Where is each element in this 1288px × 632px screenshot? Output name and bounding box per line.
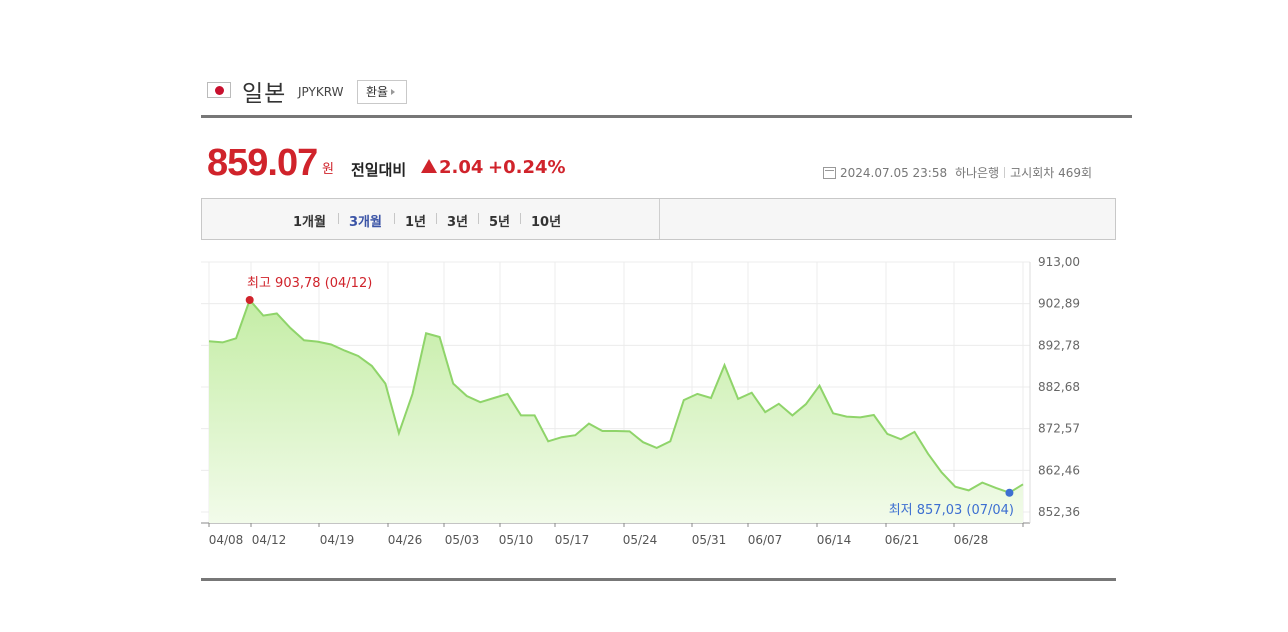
price-unit: 원 bbox=[322, 162, 334, 177]
max-value: 903,78 bbox=[271, 276, 325, 291]
exchange-rate-button-label: 환율 bbox=[366, 85, 389, 99]
x-tick-label: 05/03 bbox=[445, 533, 480, 547]
x-tick-label: 06/28 bbox=[954, 533, 989, 547]
tab-1month[interactable]: 1개월 bbox=[293, 215, 326, 230]
min-value: 857,03 bbox=[913, 503, 967, 518]
x-tick-label: 04/19 bbox=[320, 533, 355, 547]
min-annotation: 최저 857,03 (07/04) bbox=[889, 503, 1014, 518]
max-annotation: 최고 903,78 (04/12) bbox=[247, 276, 372, 291]
x-tick-label: 06/21 bbox=[885, 533, 920, 547]
price-change-value: 2.04 bbox=[439, 157, 484, 178]
x-tick-label: 05/24 bbox=[623, 533, 658, 547]
x-tick-label: 06/14 bbox=[817, 533, 852, 547]
max-date: (04/12) bbox=[325, 276, 373, 291]
min-point-marker bbox=[1005, 488, 1014, 497]
max-label: 최고 bbox=[247, 276, 271, 291]
y-tick-label: 862,46 bbox=[1038, 463, 1080, 477]
y-tick-label: 892,78 bbox=[1038, 338, 1080, 352]
price-change-percent: +0.24% bbox=[488, 157, 566, 178]
calendar-icon bbox=[823, 167, 836, 179]
current-price: 859.07 bbox=[207, 142, 318, 184]
y-tick-label: 913,00 bbox=[1038, 255, 1080, 269]
y-tick-label: 872,57 bbox=[1038, 422, 1080, 436]
chevron-right-icon bbox=[391, 89, 396, 95]
y-tick-label: 882,68 bbox=[1038, 380, 1080, 394]
price-line bbox=[208, 298, 1024, 494]
notice-count: 고시회차 469회 bbox=[1010, 166, 1093, 180]
tab-3year[interactable]: 3년 bbox=[447, 215, 469, 230]
quote-datetime: 2024.07.05 23:58 bbox=[840, 166, 948, 180]
compare-label: 전일대비 bbox=[351, 161, 407, 179]
x-tick-label: 05/10 bbox=[499, 533, 534, 547]
tab-1year[interactable]: 1년 bbox=[405, 215, 427, 230]
x-tick-label: 05/17 bbox=[555, 533, 590, 547]
x-tick-label: 04/08 bbox=[209, 533, 244, 547]
tab-10year[interactable]: 10년 bbox=[531, 215, 562, 230]
max-point-marker bbox=[245, 296, 254, 305]
header-divider bbox=[201, 115, 1132, 118]
period-tabs: 1개월 3개월 1년 3년 5년 10년 bbox=[201, 198, 1116, 240]
country-name: 일본 bbox=[242, 81, 287, 107]
currency-code: JPYKRW bbox=[298, 85, 344, 99]
exchange-rate-button[interactable]: 환율 bbox=[357, 80, 407, 104]
x-tick-label: 06/07 bbox=[748, 533, 783, 547]
y-tick-label: 852,36 bbox=[1038, 505, 1080, 519]
japan-flag-icon bbox=[207, 82, 231, 98]
y-tick-label: 902,89 bbox=[1038, 297, 1080, 311]
min-label: 최저 bbox=[889, 503, 913, 518]
up-triangle-icon bbox=[421, 159, 437, 173]
quote-meta: 2024.07.05 23:58 하나은행 고시회차 469회 bbox=[823, 164, 1092, 181]
price-area bbox=[209, 300, 1023, 523]
bank-name: 하나은행 bbox=[954, 166, 1000, 180]
x-tick-label: 04/26 bbox=[388, 533, 423, 547]
min-date: (07/04) bbox=[966, 503, 1014, 518]
tab-5year[interactable]: 5년 bbox=[489, 215, 511, 230]
x-tick-label: 04/12 bbox=[252, 533, 287, 547]
footer-divider bbox=[201, 578, 1116, 581]
x-tick-label: 05/31 bbox=[692, 533, 727, 547]
price-change: 2.04 bbox=[421, 157, 483, 178]
tab-3month[interactable]: 3개월 bbox=[349, 215, 382, 230]
